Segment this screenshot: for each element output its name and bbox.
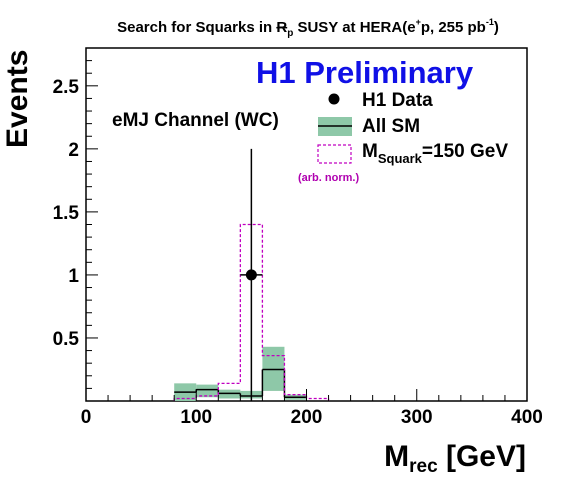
y-tick-label: 2.5 bbox=[53, 77, 80, 98]
chart-title: Search for Squarks in Rp SUSY at HERA(e+… bbox=[117, 17, 499, 39]
x-tick-label: 300 bbox=[401, 407, 433, 428]
y-axis-title: Events bbox=[1, 50, 34, 148]
x-tick-label: 200 bbox=[291, 407, 323, 428]
x-tick-label: 400 bbox=[511, 407, 543, 428]
arb-norm-label: (arb. norm.) bbox=[298, 172, 359, 184]
x-tick-label: 100 bbox=[180, 407, 212, 428]
legend-signal-swatch bbox=[317, 144, 352, 164]
x-axis-title-sub: rec bbox=[409, 456, 438, 477]
legend-sm-label: All SM bbox=[362, 116, 420, 137]
legend-signal-label: MSquark=150 GeV bbox=[362, 141, 508, 166]
legend-data-marker bbox=[328, 93, 340, 105]
legend-signal-main: M bbox=[362, 141, 378, 162]
title-part-3: p, 255 pb bbox=[421, 19, 486, 36]
preliminary-label: H1 Preliminary bbox=[256, 55, 474, 90]
title-part-rp-sub: p bbox=[287, 28, 293, 39]
legend-signal-sub: Squark bbox=[378, 151, 423, 166]
title-part-rp: R bbox=[276, 19, 287, 36]
plot-frame bbox=[85, 47, 528, 402]
legend: H1 Data All SM MSquark=150 GeV (arb. nor… bbox=[298, 90, 508, 184]
x-axis: 0 100 200 300 400 bbox=[81, 389, 543, 428]
y-tick-label: 0.5 bbox=[53, 329, 80, 350]
title-part-plus: + bbox=[416, 17, 421, 27]
x-axis-title-main: M bbox=[384, 440, 409, 473]
x-tick-label: 0 bbox=[81, 407, 92, 428]
y-tick-label: 1.5 bbox=[53, 203, 80, 224]
data-points-group bbox=[240, 148, 263, 401]
title-part-2: SUSY at HERA(e bbox=[293, 19, 415, 36]
title-part-inv: -1 bbox=[486, 17, 494, 27]
data-point bbox=[245, 269, 257, 281]
legend-signal-rest: =150 GeV bbox=[422, 141, 508, 162]
title-part-4: ) bbox=[494, 19, 499, 36]
y-tick-label: 2 bbox=[68, 140, 79, 161]
channel-label: eMJ Channel (WC) bbox=[112, 110, 279, 131]
legend-data-label: H1 Data bbox=[362, 90, 433, 111]
title-part-1: Search for Squarks in bbox=[117, 19, 276, 36]
x-axis-title-unit: [GeV] bbox=[438, 440, 526, 473]
y-axis: 0.5 1 1.5 2 2.5 bbox=[53, 47, 98, 402]
sm-band-bin bbox=[196, 384, 219, 398]
y-tick-label: 1 bbox=[68, 266, 79, 287]
x-axis-title: Mrec [GeV] bbox=[384, 440, 526, 477]
